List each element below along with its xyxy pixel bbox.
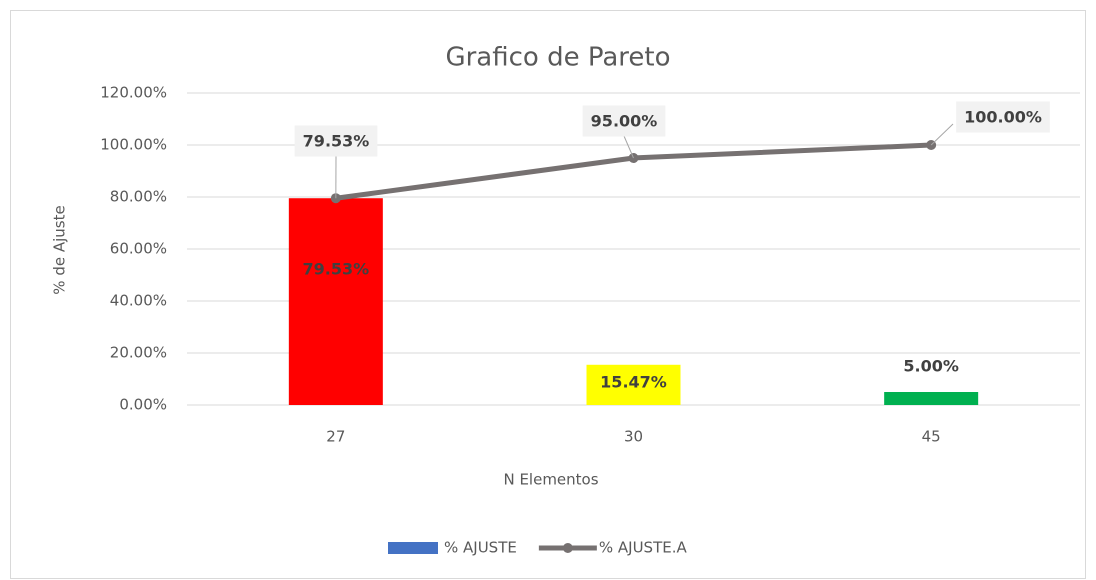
y-tick-label: 40.00% [110, 292, 167, 310]
y-tick-label: 100.00% [100, 136, 167, 154]
x-tick-label: 27 [326, 428, 345, 446]
data-label: 79.53% [303, 260, 370, 279]
legend-marker [562, 543, 573, 553]
y-tick-label: 0.00% [119, 396, 167, 414]
y-tick-label: 80.00% [110, 188, 167, 206]
x-tick-label: 30 [624, 428, 643, 446]
bar [884, 392, 979, 405]
data-label: 100.00% [964, 108, 1042, 127]
bar [288, 198, 383, 405]
data-label: 5.00% [903, 357, 959, 376]
x-tick-label: 45 [922, 428, 941, 446]
data-label-box [294, 125, 378, 157]
bar [586, 364, 681, 405]
data-label: 15.47% [600, 373, 667, 392]
data-label: 95.00% [591, 112, 658, 131]
y-tick-label: 60.00% [110, 240, 167, 258]
chart-title: Grafico de Pareto [445, 43, 670, 73]
data-label-box [582, 105, 666, 137]
chart-border [10, 10, 1086, 579]
legend-label: % AJUSTE.A [599, 539, 688, 557]
legend-label: % AJUSTE [444, 539, 517, 557]
y-axis-label: % de Ajuste [51, 205, 69, 294]
x-axis-label: N Elementos [503, 471, 598, 489]
data-label: 79.53% [303, 132, 370, 151]
leader-line [930, 123, 954, 146]
legend-swatch [388, 542, 438, 554]
y-tick-label: 20.00% [110, 344, 167, 362]
y-tick-label: 120.00% [100, 84, 167, 102]
leader-line [623, 135, 634, 159]
data-label-box [956, 101, 1050, 133]
